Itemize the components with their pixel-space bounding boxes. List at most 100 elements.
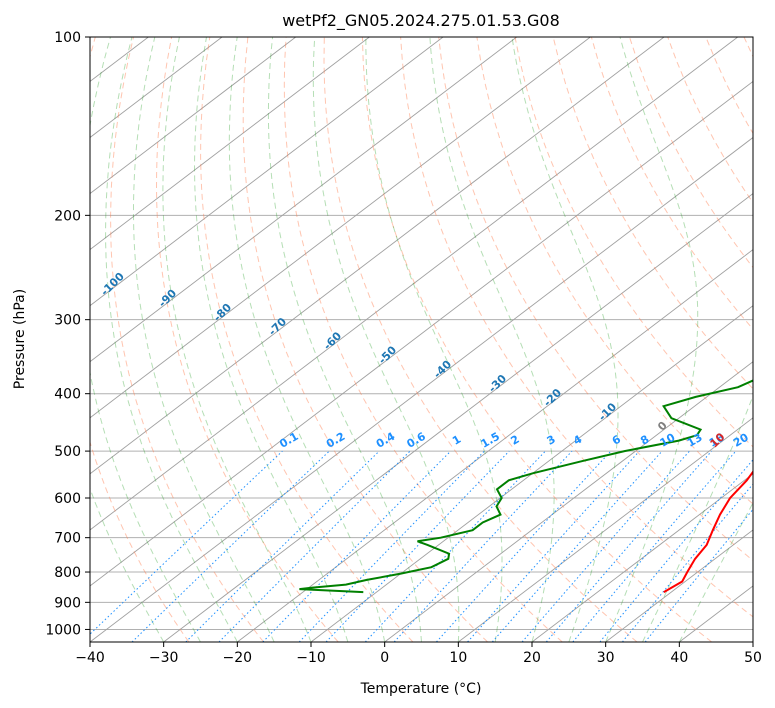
moist-adiabat-line	[105, 37, 238, 642]
mixing-ratio-line	[622, 483, 753, 642]
mixing-ratio-line	[131, 450, 330, 642]
mixing-ratio-line	[436, 450, 612, 642]
dry-adiabat-line	[438, 37, 753, 562]
mixing-ratio-line	[218, 450, 411, 642]
y-tick-label: 700	[54, 531, 81, 547]
moist-adiabat-line	[90, 37, 165, 642]
mixing-ratio-label: 1	[450, 433, 463, 448]
dry-adiabat-line	[90, 37, 190, 642]
dry-adiabat-line	[283, 37, 563, 642]
mixing-ratio-line	[491, 450, 663, 642]
x-tick-label: −30	[149, 650, 179, 666]
x-tick-label: −10	[296, 650, 326, 666]
mixing-ratio-line	[467, 450, 640, 642]
moist-adiabat-line	[162, 37, 312, 642]
moist-adiabat-line	[228, 37, 386, 642]
moist-adiabat-line	[312, 37, 460, 642]
mixing-ratio-label: 20	[731, 431, 751, 450]
plot-frame	[89, 36, 754, 643]
moist-adiabat-line	[605, 37, 699, 642]
isotherm-label: -80	[211, 301, 234, 324]
mixing-ratio-line	[185, 450, 380, 642]
mixing-ratio-label: 13	[685, 431, 705, 450]
dry-adiabat-line	[200, 37, 414, 642]
dry-adiabat-line	[155, 37, 339, 642]
isotherm-label: 20	[763, 444, 775, 464]
mixing-ratio-label: 0.2	[324, 430, 347, 451]
dry-adiabat-line	[476, 37, 753, 505]
isotherm-label: -70	[266, 315, 289, 338]
dewpoint-line	[299, 379, 753, 594]
dry-adiabat-line	[705, 37, 753, 135]
mixing-ratio-line	[90, 450, 283, 635]
x-tick-label: 30	[597, 650, 615, 666]
isotherm-line	[605, 529, 753, 642]
moist-adiabat-line	[90, 37, 201, 642]
plot-area	[0, 37, 753, 642]
y-tick-label: 600	[54, 491, 81, 507]
isotherm-label: -30	[486, 372, 509, 395]
mixing-ratio-label: 0.6	[405, 430, 429, 451]
isotherm-label: -20	[541, 386, 564, 409]
y-tick-label: 900	[54, 595, 81, 611]
temperature-line	[663, 470, 753, 593]
dry-adiabat-line	[110, 37, 264, 642]
y-tick-label: 100	[54, 30, 81, 46]
mixing-ratio-label: 2	[509, 433, 522, 448]
y-tick-label: 500	[54, 444, 81, 460]
x-tick-label: 50	[744, 650, 762, 666]
isotherm-line	[237, 249, 753, 642]
moist-adiabat-line	[365, 37, 503, 642]
isotherm-line	[90, 37, 591, 419]
moist-adiabat-line	[193, 37, 349, 642]
mixing-ratio-label: 1.5	[479, 430, 502, 451]
mixing-ratio-line	[644, 508, 753, 642]
mixing-ratio-label: 10	[658, 431, 678, 450]
y-tick-label: 800	[54, 565, 81, 581]
isotherm-label: -100	[98, 270, 127, 299]
mixing-ratio-line	[393, 450, 573, 642]
moist-adiabat-line	[642, 394, 753, 642]
x-tick-label: 40	[670, 650, 688, 666]
isotherm-label: -60	[321, 329, 344, 352]
moist-adiabat-line	[133, 37, 275, 642]
isotherm-line	[0, 37, 1, 642]
y-tick-label: 400	[54, 387, 81, 403]
y-tick-label: 1000	[45, 622, 81, 638]
isotherm-line	[90, 37, 518, 363]
moist-adiabat-line	[511, 37, 619, 642]
x-axis-label: Temperature (°C)	[360, 681, 482, 697]
mixing-ratio-label: 3	[545, 433, 558, 448]
x-tick-label: 10	[449, 650, 467, 666]
isotherm-line	[531, 473, 753, 642]
moist-adiabat-line	[678, 501, 753, 642]
isotherm-label: -90	[156, 287, 179, 310]
isotherm-line	[163, 192, 753, 642]
dry-adiabat-line	[242, 37, 488, 642]
mixing-ratio-label: 0.1	[277, 430, 300, 451]
dry-adiabat-line	[514, 37, 753, 448]
y-tick-label: 300	[54, 313, 81, 329]
moist-adiabat-line	[429, 37, 555, 642]
chart-title: wetPf2_GN05.2024.275.01.53.G08	[282, 11, 560, 31]
isotherm-label: -50	[376, 343, 399, 366]
x-tick-label: 20	[523, 650, 541, 666]
mixing-ratio-line	[599, 459, 753, 642]
isotherm-line	[90, 37, 444, 307]
mixing-ratio-line	[545, 450, 712, 642]
dry-adiabat-line	[361, 37, 713, 642]
isotherm-label: 10	[708, 430, 728, 450]
axis-ticks: −40 −30 −20 −10 0 10 20 30 40 5010020030040050060…	[45, 30, 762, 666]
dry-adiabat-line	[667, 37, 753, 204]
dry-adiabat-line	[323, 37, 638, 642]
isotherm-line	[90, 80, 753, 587]
x-tick-label: −40	[75, 650, 105, 666]
mixing-ratio-label: 25	[756, 431, 775, 450]
isotherm-line	[384, 361, 753, 642]
mixing-ratio-line	[325, 450, 510, 642]
moist-adiabat-line	[267, 37, 422, 642]
y-tick-label: 200	[54, 208, 81, 224]
mixing-ratio-line	[298, 450, 485, 642]
profile-lines	[299, 379, 753, 594]
